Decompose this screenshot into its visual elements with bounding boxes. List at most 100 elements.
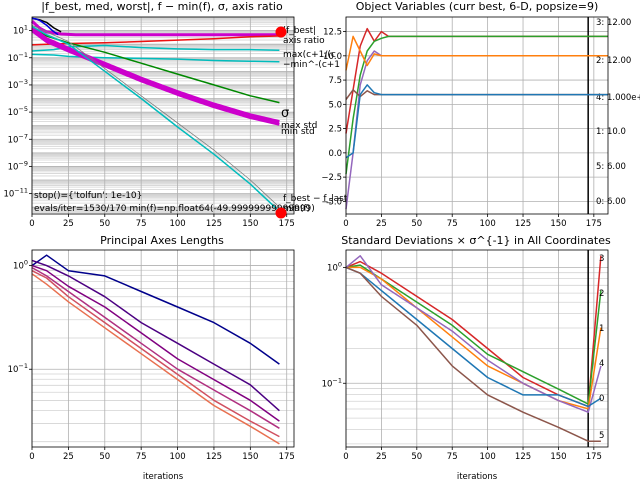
panel-3-xlabel: iterations	[143, 472, 184, 480]
series-line	[31, 53, 280, 63]
series-line	[345, 255, 602, 413]
x-tick-label: 0	[29, 219, 34, 229]
panel-2-frame	[345, 16, 609, 215]
y-tick-label: −2.5	[321, 173, 342, 183]
label-fbest-minus: f_best − f_last	[283, 194, 348, 204]
x-tick-label: 50	[411, 219, 422, 229]
x-tick-label: 0	[343, 219, 348, 229]
coordinate-end-label: 2	[599, 289, 604, 299]
series-line	[31, 254, 280, 365]
panel-2-grid	[345, 17, 608, 214]
x-tick-label: 175	[279, 219, 295, 229]
series-line	[345, 266, 601, 442]
x-tick-label: 150	[242, 219, 258, 229]
y-tick-label: 10−1	[8, 51, 28, 64]
y-tick-label: 5.0	[328, 100, 342, 110]
panel-4-xlabel: iterations	[457, 472, 498, 480]
series-line	[31, 266, 280, 429]
label-min-std: min std	[281, 127, 315, 137]
panel-1-title: |f_best, med, worst|, f − min(f), σ, axi…	[41, 0, 283, 13]
variable-end-label: 0: 6.00	[596, 197, 626, 207]
series-line	[31, 29, 280, 126]
series-line	[30, 20, 280, 37]
x-tick-label: 100	[480, 219, 496, 229]
y-tick-label: 2.5	[328, 125, 342, 135]
x-tick-label: 175	[586, 452, 602, 462]
x-tick-label: 150	[242, 452, 258, 462]
variable-end-label: 1: 10.0	[596, 127, 626, 137]
series-line	[345, 35, 608, 71]
label-max-std: max std	[281, 121, 317, 131]
y-tick-label: 10−11	[3, 187, 28, 200]
y-tick-label: 100	[327, 260, 342, 273]
x-tick-label: 75	[136, 452, 147, 462]
y-tick-label: 10−1	[322, 376, 342, 389]
x-tick-label: 125	[515, 452, 531, 462]
panel-4-grid	[345, 250, 608, 447]
series-line	[31, 270, 280, 438]
y-tick-label: 100	[13, 259, 28, 272]
panel-4-frame	[345, 249, 609, 448]
panel-1-series	[30, 17, 280, 212]
evals-text: evals/iter=1530/170 min(f)=np.float64(-4…	[34, 204, 315, 214]
variable-end-label: 5: 6.00	[596, 162, 626, 172]
panel-3-frame	[31, 249, 295, 448]
x-tick-label: 75	[447, 219, 458, 229]
series-line	[345, 50, 608, 210]
panel-1: |f_best, med, worst|, f − min(f), σ, axi…	[3, 0, 347, 229]
label-minf: min(f)	[283, 204, 310, 214]
x-tick-label: 125	[515, 219, 531, 229]
series-line	[31, 25, 280, 212]
y-tick-label: 10−1	[8, 362, 28, 375]
series-line	[345, 84, 608, 159]
variable-end-label: 3: 12.00	[596, 18, 631, 28]
series-line	[31, 24, 280, 208]
x-tick-label: 175	[279, 452, 295, 462]
y-tick-label: 10−3	[8, 78, 28, 91]
x-tick-label: 100	[169, 452, 185, 462]
series-line	[345, 266, 602, 408]
panel-3-title: Principal Axes Lengths	[100, 234, 224, 247]
series-line	[345, 264, 602, 405]
x-tick-label: 50	[411, 452, 422, 462]
variable-end-label: 4: 1.000e+01	[596, 93, 640, 103]
series-line	[345, 35, 608, 175]
y-tick-label: 0.0	[328, 149, 342, 159]
x-tick-label: 150	[550, 452, 566, 462]
series-line	[345, 27, 608, 134]
series-line	[31, 44, 280, 52]
variable-end-label: 2: 12.00	[596, 56, 631, 66]
panel-2-ticks: 0 25 50 75 100 125 150 175 −5.0 −2.5 0.0 2.5 5.0 7.5 1…	[321, 28, 602, 229]
series-line	[31, 259, 280, 412]
x-tick-label: 75	[447, 452, 458, 462]
panel-1-frame	[31, 16, 295, 215]
y-tick-label: 101	[13, 24, 28, 37]
x-tick-label: 100	[169, 219, 185, 229]
marker-min-f	[275, 207, 287, 219]
series-line	[31, 273, 280, 445]
x-tick-label: 25	[376, 219, 387, 229]
coordinate-end-label: 1	[599, 324, 604, 334]
label-axis-ratio: axis ratio	[283, 36, 325, 46]
panel-2-series: 3: 12.00 2: 12.00 4: 1.000e+01 1: 10.0 5: 6.…	[345, 17, 640, 214]
x-tick-label: 75	[136, 219, 147, 229]
y-tick-label: 7.5	[328, 76, 342, 86]
panel-4: Standard Deviations × σ^{-1} in All Coor…	[322, 234, 611, 480]
series-line	[346, 266, 602, 410]
label-sigma: σ	[281, 106, 289, 121]
x-tick-label: 150	[550, 219, 566, 229]
x-tick-label: 25	[63, 219, 74, 229]
x-tick-label: 25	[376, 452, 387, 462]
panel-4-title: Standard Deviations × σ^{-1} in All Coor…	[341, 234, 611, 247]
coordinate-end-label: 5	[599, 431, 604, 441]
marker-fbest	[275, 26, 287, 38]
panel-4-series: 3 2 1 4 0 5	[345, 250, 604, 447]
label-maxc: max(c+1/(c	[283, 50, 336, 60]
panel-3: Principal Axes Lengths 0 25 50 75 100 125 150 1…	[8, 234, 295, 480]
y-tick-label: −5.0	[321, 197, 342, 207]
panel-3-ticks: 0 25 50 75 100 125 150 175 100 10−1	[8, 259, 295, 462]
series-line	[31, 17, 59, 36]
stop-text: stop()={'tolfun': 1e-10}	[34, 191, 142, 201]
